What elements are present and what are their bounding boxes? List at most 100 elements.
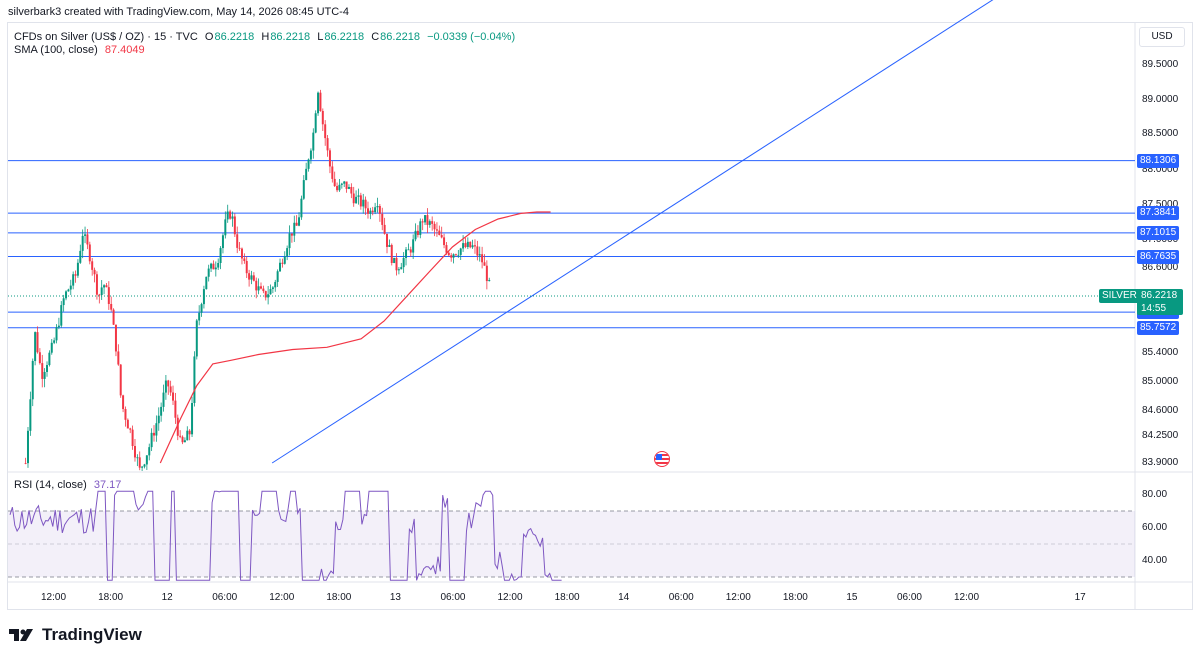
candle xyxy=(243,253,246,264)
price-tick-label: 87.5000 xyxy=(1142,199,1179,210)
rsi-line xyxy=(9,490,562,581)
candle xyxy=(295,215,298,226)
candle xyxy=(267,285,270,305)
trend-line[interactable] xyxy=(271,0,1000,464)
candle xyxy=(62,294,65,312)
candle xyxy=(107,281,110,310)
price-tick-label: 85.0000 xyxy=(1142,376,1179,387)
last-price-badge: 86.2218 14:55 xyxy=(1137,289,1183,315)
candle xyxy=(433,221,436,237)
candle xyxy=(55,324,58,344)
candle xyxy=(240,247,243,265)
candle xyxy=(481,246,484,269)
candle xyxy=(402,252,405,273)
candle xyxy=(319,89,322,112)
candle xyxy=(350,183,353,199)
candle xyxy=(276,269,279,287)
candle xyxy=(186,426,189,441)
us-flag-event-icon[interactable] xyxy=(654,451,670,467)
candle xyxy=(483,254,486,266)
candle xyxy=(148,443,151,461)
open-value: 86.2218 xyxy=(214,31,255,43)
candle xyxy=(395,253,398,276)
bar-countdown: 14:55 xyxy=(1141,303,1167,314)
time-tick-label: 12:00 xyxy=(725,592,751,603)
candle xyxy=(450,252,453,262)
candle xyxy=(124,406,127,427)
candle xyxy=(274,279,277,292)
candle xyxy=(414,223,417,242)
candle xyxy=(91,258,94,276)
candle xyxy=(74,270,77,283)
candle xyxy=(169,380,172,396)
candle xyxy=(41,354,44,388)
time-tick-label: 06:00 xyxy=(896,592,922,603)
time-tick-label: 12:00 xyxy=(269,592,295,603)
price-tick-label: 89.0000 xyxy=(1142,94,1179,105)
time-tick-label: 15 xyxy=(846,592,858,603)
candle xyxy=(343,180,346,188)
candle xyxy=(72,271,75,290)
candle xyxy=(324,120,327,146)
candle xyxy=(366,201,369,219)
candle xyxy=(331,161,334,183)
candle xyxy=(431,216,434,231)
candle xyxy=(386,233,389,254)
candle xyxy=(133,439,136,462)
candle xyxy=(200,302,203,317)
candle xyxy=(110,296,113,312)
candle xyxy=(155,415,158,442)
rsi-value: 37.17 xyxy=(93,479,122,491)
candle xyxy=(48,350,51,367)
time-tick-label: 12 xyxy=(161,592,173,603)
time-tick-label: 13 xyxy=(389,592,401,603)
candle xyxy=(378,203,381,222)
candle xyxy=(119,364,122,398)
chart-header: silverbark3 created with TradingView.com… xyxy=(8,6,349,18)
candle xyxy=(67,288,70,292)
candle xyxy=(81,229,84,259)
candle xyxy=(117,344,120,366)
candle xyxy=(454,253,457,257)
candle xyxy=(191,396,194,437)
candle xyxy=(24,457,27,465)
candle xyxy=(183,437,186,443)
candle xyxy=(390,243,393,266)
currency-selector[interactable]: USD xyxy=(1139,27,1185,47)
symbol-badge: SILVER xyxy=(1099,289,1140,303)
sma-line xyxy=(159,211,551,464)
candle xyxy=(317,91,320,116)
tradingview-mark-icon xyxy=(9,629,33,641)
level-price-badge: 87.3841 xyxy=(1137,206,1180,221)
candle xyxy=(383,217,386,235)
candle xyxy=(424,215,427,226)
candle xyxy=(357,188,360,205)
open-label: O xyxy=(204,31,214,43)
high-value: 86.2218 xyxy=(270,31,311,43)
candle xyxy=(428,219,431,228)
close-label: C xyxy=(371,31,380,43)
candle xyxy=(193,351,196,407)
candle xyxy=(46,361,49,377)
candle xyxy=(226,204,229,223)
candle xyxy=(136,454,139,467)
candle xyxy=(150,428,153,452)
chart-frame[interactable] xyxy=(7,22,1193,610)
candle xyxy=(443,233,446,249)
candle xyxy=(369,207,372,220)
time-tick-label: 12:00 xyxy=(954,592,980,603)
candle xyxy=(421,218,424,231)
level-price-badge: 88.1306 xyxy=(1137,153,1180,168)
candle xyxy=(471,239,474,249)
candle xyxy=(207,264,210,282)
tradingview-logo: TradingView xyxy=(9,625,142,645)
candle xyxy=(293,215,296,242)
candle xyxy=(271,286,274,294)
candle xyxy=(174,392,177,424)
candle xyxy=(352,186,355,207)
candle xyxy=(129,427,132,434)
candle xyxy=(457,249,460,258)
sma-legend: SMA (100, close) 87.4049 xyxy=(14,44,146,56)
ohlc-legend: CFDs on Silver (US$ / OZ) · 15 · TVC O86… xyxy=(14,31,516,43)
